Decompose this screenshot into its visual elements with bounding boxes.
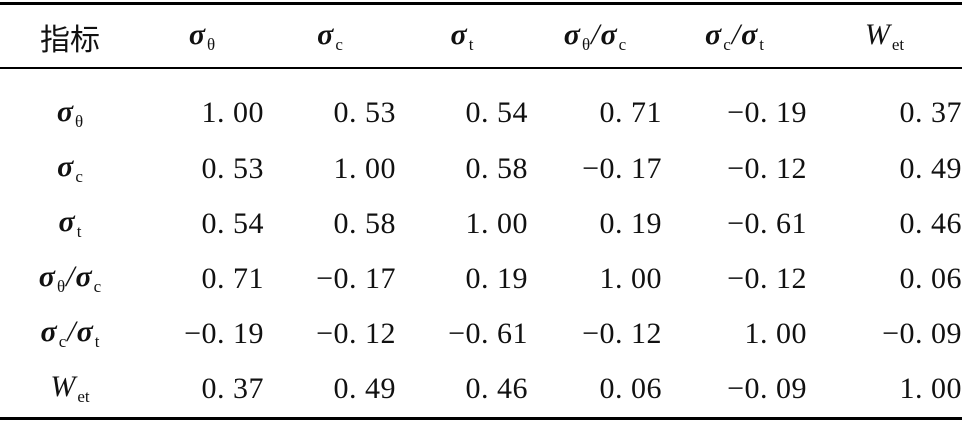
symbol: σ [600, 18, 617, 51]
row-label-sigma-c-over-sigma-t: σ c/σ t [0, 306, 140, 361]
subscript: et [77, 387, 90, 406]
table-cell: 0. 19 [599, 206, 662, 240]
table-cell: 1. 00 [333, 151, 396, 185]
table-cell: 0. 46 [899, 206, 962, 240]
header-sigma-c-over-sigma-t: σ c/σ t [662, 5, 807, 68]
table-cell: −0. 19 [727, 96, 807, 129]
table-cell: −0. 12 [316, 316, 396, 350]
slash: / [66, 260, 75, 293]
subscript: t [759, 35, 764, 54]
table-cell: 0. 54 [465, 96, 528, 129]
symbol: σ [705, 18, 722, 51]
table-cell: 1. 00 [201, 96, 264, 129]
table-cell: 0. 71 [599, 96, 662, 129]
table-cell: −0. 17 [316, 261, 396, 295]
table-cell: 1. 00 [744, 316, 807, 350]
subscript: θ [56, 277, 66, 296]
row-label-sigma-theta-over-sigma-c: σ θ/σ c [0, 251, 140, 306]
table-cell: 0. 37 [201, 371, 264, 405]
subscript: c [723, 35, 731, 54]
subscript: c [335, 35, 343, 54]
slash: / [731, 18, 741, 51]
table-cell: −0. 09 [727, 371, 807, 405]
table-header-rule [0, 67, 962, 69]
table-cell: −0. 61 [727, 206, 807, 240]
subscript: θ [581, 35, 591, 54]
slash: / [591, 18, 600, 51]
table-cell: 0. 53 [201, 151, 264, 185]
symbol: σ [57, 150, 74, 183]
table-cell: −0. 17 [582, 151, 662, 185]
table-bottom-rule [0, 417, 962, 420]
symbol: σ [40, 315, 57, 348]
subscript: θ [75, 111, 84, 131]
symbol: σ [741, 18, 758, 51]
symbol: σ [56, 94, 73, 128]
table-cell: 0. 46 [465, 371, 528, 405]
subscript: c [58, 332, 67, 351]
table-cell: −0. 61 [448, 316, 528, 350]
table-cell: 1. 00 [899, 371, 962, 405]
table-cell: −0. 12 [727, 151, 807, 185]
table-row: σ θ/σ c 0. 71 −0. 17 0. 19 1. 00 −0. 12 0.… [0, 251, 962, 306]
slash: / [67, 315, 76, 348]
table-cell: 1. 00 [465, 206, 528, 240]
table-cell: −0. 12 [582, 316, 662, 350]
table-cell: 0. 06 [899, 261, 962, 295]
symbol: W [864, 18, 890, 51]
table-cell: 0. 49 [333, 371, 396, 405]
symbol: σ [563, 18, 580, 51]
table-cell: 0. 06 [599, 371, 662, 405]
subscript: c [75, 167, 83, 186]
table-cell: −0. 09 [882, 316, 962, 350]
subscript: et [891, 35, 905, 54]
symbol: σ [58, 205, 75, 238]
table-cell: 1. 00 [599, 261, 662, 295]
table-cell: −0. 12 [727, 261, 807, 295]
symbol: W [50, 370, 76, 403]
table-cell: 0. 53 [333, 96, 396, 129]
subscript: θ [207, 35, 216, 54]
table-row: σ c/σ t −0. 19 −0. 12 −0. 61 −0. 12 1. 00 … [0, 306, 962, 361]
table-top-rule [0, 2, 962, 5]
subscript: c [618, 35, 627, 54]
subscript: t [94, 332, 100, 351]
table-cell: −0. 19 [184, 316, 264, 350]
symbol: σ [38, 260, 55, 293]
table-cell: 0. 37 [899, 96, 962, 129]
header-indicator: 指标 [0, 5, 140, 68]
symbol: σ [75, 260, 92, 293]
symbol: σ [188, 18, 205, 51]
subscript: c [93, 277, 102, 296]
symbol: σ [450, 18, 467, 51]
header-indicator-label: 指标 [40, 22, 100, 58]
table-cell: 0. 71 [201, 261, 264, 295]
symbol: σ [76, 315, 93, 348]
table-cell: 0. 54 [201, 206, 264, 240]
header-sigma-theta-over-sigma-c: σ θ/σ c [528, 5, 662, 68]
subscript: t [76, 222, 82, 241]
table-cell: 0. 58 [465, 151, 528, 185]
symbol: σ [317, 18, 334, 51]
subscript: t [468, 35, 474, 54]
table-cell: 0. 58 [333, 206, 396, 240]
table-cell: 0. 19 [465, 261, 528, 295]
table-cell: 0. 49 [899, 151, 962, 185]
